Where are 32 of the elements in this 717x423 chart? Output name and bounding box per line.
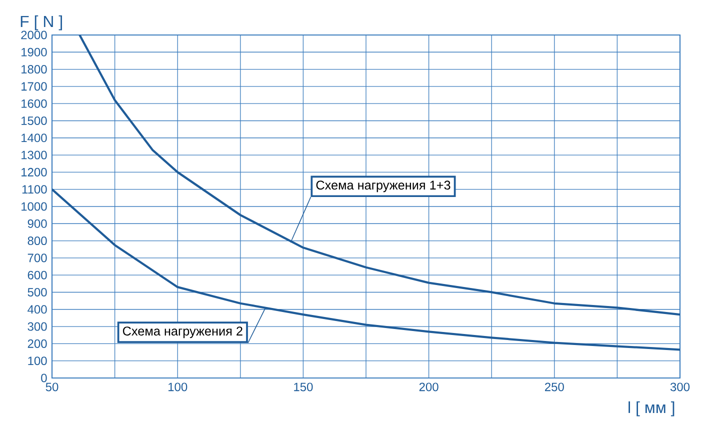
line-series	[78, 34, 680, 316]
x-tick-label: 250	[544, 382, 564, 392]
y-tick-label: 1600	[22, 99, 47, 108]
y-tick-label: 1400	[22, 134, 47, 142]
annotation: Схема нагружения 2	[122, 326, 242, 338]
x-tick-label: 150	[294, 382, 313, 392]
x-tick-label: 100	[168, 382, 188, 392]
y-tick-label: 1000	[22, 202, 47, 211]
y-tick-label: 2000	[21, 30, 47, 40]
y-tick-label: 200	[28, 339, 47, 348]
y-tick-label: 1500	[22, 116, 47, 125]
y-tick-label: 400	[28, 305, 47, 314]
y-tick-label: 700	[28, 254, 47, 262]
y-tick-label: 1200	[22, 168, 47, 176]
y-tick-label: 1100	[22, 185, 47, 194]
x-axis-title: l [ мм ]	[628, 401, 674, 416]
y-tick-label: 100	[28, 356, 47, 366]
y-tick-label: 600	[28, 270, 47, 280]
y-tick-label: 1800	[22, 65, 47, 74]
y-tick-label: 1900	[22, 48, 47, 56]
y-tick-label: 500	[28, 288, 47, 296]
x-tick-label: 200	[419, 382, 438, 392]
y-tick-label: 300	[28, 322, 47, 331]
annotation: Схема нагружения 1+3	[316, 180, 450, 192]
y-tick-label: 0	[41, 374, 47, 382]
y-tick-label: 900	[28, 219, 47, 228]
y-tick-label: 1300	[22, 150, 47, 160]
x-tick-label: 50	[46, 382, 58, 392]
y-tick-label: 1700	[22, 82, 47, 91]
y-axis-title: F [ N ]	[20, 15, 62, 30]
x-tick-label: 300	[670, 382, 690, 392]
y-tick-label: 800	[28, 236, 47, 246]
